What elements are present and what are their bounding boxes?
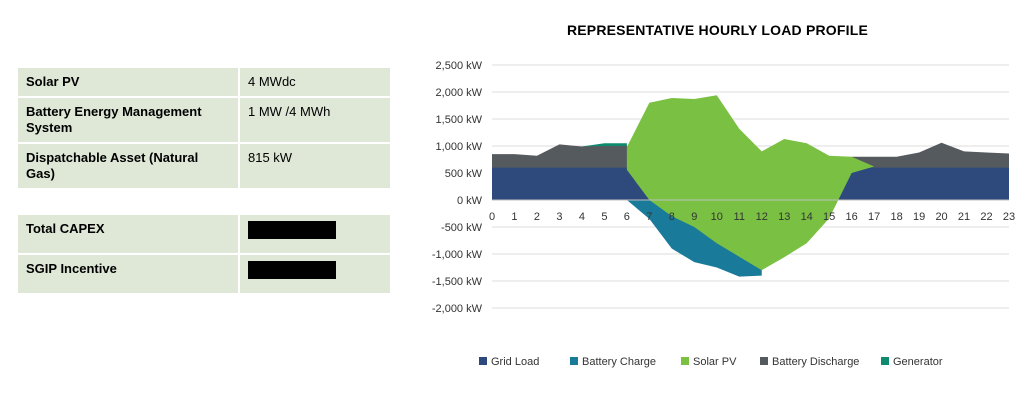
x-tick-label: 2 [534,211,540,223]
x-tick-label: 11 [734,211,745,223]
spec-gap-row [18,190,390,213]
y-tick-label: -1,000 kW [432,249,483,261]
legend-swatch [681,357,689,365]
x-tick-label: 10 [711,211,723,223]
x-tick-label: 21 [958,211,970,223]
x-tick-label: 17 [868,211,880,223]
x-tick-label: 13 [778,211,790,223]
y-tick-label: 1,000 kW [436,141,483,153]
legend-swatch [570,357,578,365]
spec-label-sgip: SGIP Incentive [18,255,238,293]
x-tick-label: 15 [823,211,835,223]
x-tick-label: 20 [935,211,947,223]
spec-value-sgip [240,255,390,293]
legend-label: Grid Load [491,356,539,368]
y-tick-label: 2,000 kW [436,87,483,99]
spec-row-solar: Solar PV 4 MWdc [18,68,390,96]
x-tick-label: 1 [511,211,517,223]
x-tick-label: 22 [980,211,992,223]
x-tick-label: 0 [489,211,495,223]
x-tick-label: 5 [601,211,607,223]
area-solar-pv [626,95,875,271]
spec-value-capex [240,215,390,253]
spec-row-battery: Battery Energy Management System 1 MW /4… [18,98,390,142]
x-tick-label: 18 [890,211,902,223]
legend-label: Battery Discharge [772,356,859,368]
x-tick-label: 4 [579,211,585,223]
spec-value-battery: 1 MW /4 MWh [240,98,390,142]
spec-row-capex: Total CAPEX [18,215,390,253]
y-tick-label: 1,500 kW [436,114,483,126]
spec-value-dispatchable: 815 kW [240,144,390,188]
legend-swatch [881,357,889,365]
y-tick-label: 0 kW [457,195,483,207]
x-tick-label: 12 [756,211,768,223]
spec-label-battery: Battery Energy Management System [18,98,238,142]
legend-swatch [760,357,768,365]
spec-value-solar: 4 MWdc [240,68,390,96]
x-tick-label: 19 [913,211,925,223]
x-tick-label: 8 [669,211,675,223]
spec-label-capex: Total CAPEX [18,215,238,253]
redaction-bar [248,261,336,279]
x-tick-label: 3 [556,211,562,223]
legend-label: Generator [893,356,943,368]
legend-label: Solar PV [693,356,737,368]
y-tick-label: 2,500 kW [436,60,483,72]
spec-row-sgip: SGIP Incentive [18,255,390,293]
y-tick-label: -500 kW [441,222,483,234]
spec-label-dispatchable: Dispatchable Asset (Natural Gas) [18,144,238,188]
spec-row-dispatchable: Dispatchable Asset (Natural Gas) 815 kW [18,144,390,188]
y-tick-label: -1,500 kW [432,276,483,288]
legend-label: Battery Charge [582,356,656,368]
chart-title: REPRESENTATIVE HOURLY LOAD PROFILE [566,22,869,38]
x-tick-label: 23 [1003,211,1015,223]
redaction-bar [248,221,336,239]
legend-swatch [479,357,487,365]
x-tick-label: 7 [646,211,652,223]
x-tick-label: 6 [624,211,630,223]
x-tick-label: 9 [691,211,697,223]
x-tick-label: 16 [846,211,858,223]
system-spec-table: Solar PV 4 MWdc Battery Energy Managemen… [16,66,392,295]
x-tick-label: 14 [801,211,813,223]
y-tick-label: -2,000 kW [432,303,483,315]
y-tick-label: 500 kW [445,168,483,180]
spec-label-solar: Solar PV [18,68,238,96]
